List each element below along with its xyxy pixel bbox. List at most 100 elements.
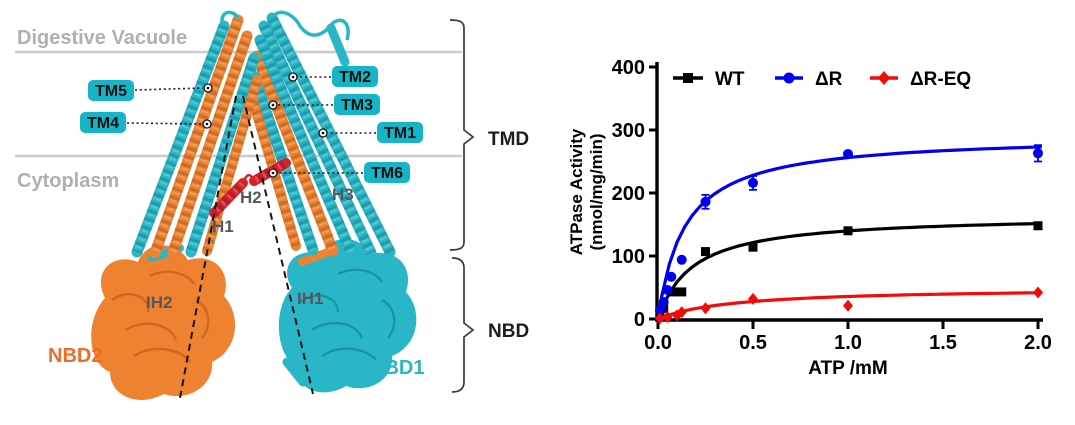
helix-8-coil-shade — [167, 34, 253, 254]
data-point-ΔR-EQ — [654, 312, 665, 325]
y-tick-0: 0 — [634, 309, 645, 331]
tm4-tag-bg — [80, 112, 126, 133]
nbd1-label: NBD1 — [370, 357, 424, 379]
protein-structure-panel: TM5 TM4 TM2 TM3 TM1 TM6 Digestive Vacuol… — [15, 10, 529, 400]
cytoplasm-label: Cytoplasm — [17, 170, 119, 192]
h3-label: H3 — [332, 185, 354, 204]
helix-2-coil-light — [253, 54, 337, 253]
tmd-bracket — [449, 19, 475, 251]
red-loop — [241, 173, 256, 184]
x-tick-2.0: 2.0 — [1024, 332, 1052, 354]
helix-6-coil-shade — [131, 24, 230, 254]
helix-6-coil-light — [133, 24, 228, 254]
data-point-ΔR — [666, 271, 677, 282]
data-point-ΔR — [843, 148, 853, 159]
y-tick-100: 100 — [612, 246, 645, 268]
tm5-label: TM5 — [95, 83, 127, 100]
data-point-ΔR-EQ — [676, 306, 687, 319]
helix-0-coil-shade — [267, 15, 395, 255]
tmd-bracket-label: TMD — [488, 129, 529, 150]
helix-10-coil-shade — [202, 78, 262, 253]
cavity-dashed-line-left — [179, 95, 237, 399]
helix-11-coil-shade — [210, 179, 247, 217]
data-point-WT — [748, 242, 758, 252]
data-point-WT — [701, 247, 710, 257]
nbd1-inner-loops — [299, 268, 396, 361]
helix-1-coil-shade — [259, 23, 376, 256]
nbd2-inner-loops — [111, 270, 210, 363]
helix-8-coil-light — [169, 34, 251, 254]
helix-7-coil-light — [151, 18, 242, 255]
x-axis-title: ATP /mM — [808, 358, 888, 379]
top-loops — [220, 10, 350, 41]
nbd-bracket — [451, 257, 475, 393]
nbd2-blob — [91, 245, 236, 400]
nbd-bracket-label: NBD — [488, 321, 529, 342]
nbd1-side-coil — [282, 357, 308, 387]
data-point-WT — [843, 226, 853, 236]
x-tick-1.0: 1.0 — [834, 332, 862, 354]
helix-9 — [185, 52, 260, 258]
tm-anchor-dots — [202, 72, 328, 178]
helix-0 — [266, 12, 396, 258]
helix-3-coil-shade — [254, 37, 357, 255]
helix-7-coil-shade — [149, 18, 244, 255]
tm2-tag-bg — [332, 66, 378, 87]
helix-4-coil-shade — [248, 74, 319, 252]
tm-labels: TM5 TM4 TM2 TM3 TM1 TM6 — [80, 66, 423, 183]
internal-helix-labels: H2 H1 H3 IH2 IH1 — [146, 185, 354, 312]
data-point-WT — [677, 287, 687, 297]
helix-1-coil-light — [260, 24, 375, 255]
x-tick-labels: 0.0 0.5 1.0 1.5 2.0 — [644, 332, 1052, 354]
tm3-tag-bg — [334, 94, 380, 115]
data-point-ΔR — [654, 305, 665, 316]
cavity-dashed-line-right — [242, 95, 314, 395]
helix-12-coil-shade — [251, 158, 289, 186]
y-tick-300: 300 — [612, 120, 645, 142]
nbd2-label: NBD2 — [48, 345, 102, 367]
helix-6 — [131, 20, 230, 258]
data-point-ΔR — [700, 196, 711, 207]
data-point-ΔR-EQ — [843, 299, 853, 312]
helix-8 — [167, 30, 253, 258]
helix-11 — [209, 178, 248, 218]
nbd2-domain — [91, 244, 236, 400]
y-axis-title-line1: ATPase Activity — [567, 128, 586, 255]
data-point-ΔR-EQ — [748, 292, 758, 305]
tm5-tag-bg — [88, 80, 134, 101]
digestive-vacuole-label: Digestive Vacuole — [17, 27, 187, 49]
data-point-ΔR-EQ — [700, 302, 711, 315]
tm6-label: TM6 — [371, 165, 403, 182]
legend-marker-WT — [683, 73, 693, 83]
helix-9-coil-light — [187, 56, 258, 254]
tm4-label: TM4 — [87, 115, 119, 132]
data-point-ΔR — [658, 296, 669, 307]
x-tick-0.5: 0.5 — [739, 332, 767, 354]
tm1-label: TM1 — [384, 125, 416, 142]
data-point-ΔR — [676, 254, 687, 265]
y-axis-title-line2: (nmol/mg/min) — [587, 133, 606, 250]
tm-leader-lines — [126, 76, 376, 174]
tm2-label: TM2 — [339, 69, 371, 86]
legend-label-ΔR: ΔR — [815, 69, 843, 90]
tm6-tag-bg — [364, 162, 410, 183]
h2-label: H2 — [240, 188, 262, 207]
h1-label: H1 — [212, 217, 234, 236]
tm1-tag-bg — [377, 122, 423, 143]
data-point-WT — [668, 287, 678, 297]
data-point-WT — [1033, 221, 1043, 231]
nbd1-blob — [278, 239, 417, 393]
helix-2 — [251, 50, 339, 257]
data-point-ΔR — [1033, 148, 1043, 159]
fit-curve-ΔR-EQ — [657, 291, 1042, 321]
data-point-ΔR — [662, 285, 673, 296]
ih1-label: IH1 — [297, 289, 323, 308]
helix-1 — [258, 20, 377, 259]
y-tick-200: 200 — [612, 183, 645, 205]
tmd-helix-bundle — [131, 12, 396, 259]
y-axis-ticks — [649, 65, 657, 321]
legend-label-ΔR-EQ: ΔR-EQ — [910, 69, 971, 90]
x-tick-0.0: 0.0 — [644, 332, 672, 354]
legend-marker-ΔR — [783, 72, 795, 84]
